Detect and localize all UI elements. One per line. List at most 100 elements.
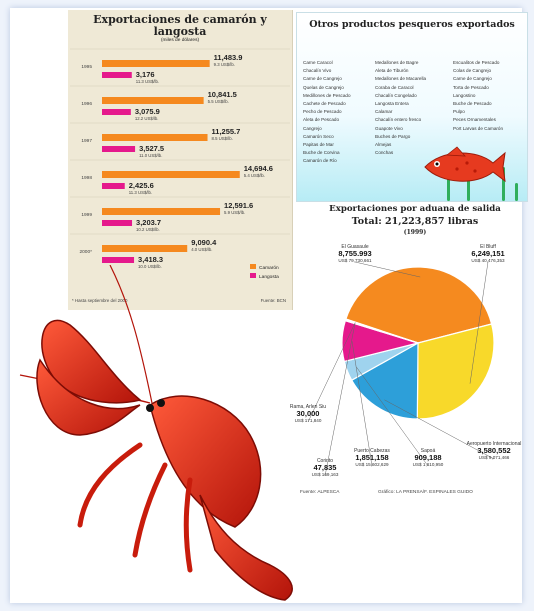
pie-slice-usd: US$ 40,476,353	[471, 258, 505, 263]
bar-value-langosta: 3,176	[136, 70, 155, 79]
bar-chart-title: Exportaciones de camarón y langosta	[93, 13, 267, 38]
pie-leader-line	[469, 261, 489, 384]
bar-value-camaron: 11,255.7	[212, 127, 241, 136]
bar-unit-langosta: 10.2 US$/lb.	[136, 227, 160, 232]
product-item: Guapote Vivo	[375, 125, 403, 131]
product-item: Carne de Cangrejo	[453, 76, 492, 82]
bar-langosta	[102, 220, 133, 226]
other-products-panel: Otros productos pesqueros exportados Car…	[296, 12, 528, 202]
pie-slice-name: El Bluff	[480, 244, 496, 250]
bar-langosta	[102, 257, 135, 263]
pie-slice	[416, 323, 495, 420]
pie-chart-title: Exportaciones por aduana de salida	[329, 204, 501, 214]
pie-slice-name: Puerto Cabezas	[354, 448, 390, 454]
bar-camaron	[102, 134, 208, 141]
products-column-1: Carne Caracol Chacalín Vivo Carne de Cangr…	[303, 59, 351, 166]
product-item: Langostino	[453, 92, 476, 98]
other-products-title: Otros productos pesqueros exportados	[309, 19, 515, 30]
product-item: Quelas de Cangrejo	[303, 84, 344, 90]
product-item: Pecho de Pescado	[303, 109, 342, 115]
pie-slice-value: 30,000	[297, 409, 320, 418]
year-label: 1996	[81, 101, 92, 107]
bar-camaron	[102, 60, 210, 67]
seaweed-decoration	[467, 179, 470, 201]
pie-slice-usd: US$ 79,730,661	[338, 258, 372, 263]
pie-slice-usd: US$ 169,163	[312, 472, 339, 477]
bar-chart-subtitle: (miles de dólares)	[160, 38, 200, 43]
pie-slice-value: 1,851,158	[355, 453, 388, 462]
pie-slice	[345, 266, 493, 344]
bar-value-langosta: 3,075.9	[135, 107, 160, 116]
year-label: 2000*	[79, 249, 92, 255]
pie-slice-value: 3,580,552	[477, 446, 510, 455]
bar-langosta	[102, 146, 136, 152]
product-item: Papitas de Mar	[303, 142, 334, 148]
pie-slice-value: 47,835	[314, 463, 337, 472]
pie-slice	[344, 318, 419, 344]
bar-unit-langosta: 11.3 US$/lb.	[136, 79, 159, 84]
bar-value-langosta: 2,425.6	[129, 181, 154, 190]
bar-unit-camaron: 9.3 US$/lb.	[214, 62, 235, 67]
product-item: Calamar	[375, 109, 393, 115]
bar-unit-langosta: 10.0 US$/lb.	[138, 264, 162, 269]
products-column-2: Medallones de Bagre Aleta de Tiburón Medal…	[375, 59, 426, 157]
product-item: Escualitos de Pescado	[453, 60, 500, 65]
pie-slice	[350, 341, 419, 420]
pie-slice-name: Aeropuerto Internacional	[467, 441, 522, 447]
pie-slice-usd: US$ 171,840	[295, 418, 322, 423]
product-item: Medallones de Bagre	[375, 60, 419, 65]
lobster-icon	[19, 265, 293, 601]
pie-year-label: (1999)	[403, 229, 427, 236]
legend-swatch	[250, 264, 256, 269]
pie-slice-usd: US$ 9,071,466	[479, 455, 510, 460]
bar-value-camaron: 9,090.4	[191, 238, 217, 247]
bar-unit-camaron: 8.5 US$/lb.	[212, 136, 233, 141]
pie-slice-usd: US$ 1,610,950	[413, 462, 444, 467]
product-item: Chacalín Vivo	[303, 68, 332, 74]
pie-leader-line	[324, 323, 356, 477]
pie-slice-usd: US$ 15,602,629	[355, 462, 389, 467]
bar-unit-camaron: 4.0 US$/lb.	[191, 247, 212, 252]
pie-leader-line	[351, 341, 373, 467]
pie-slice-name: El Guasaule	[341, 244, 368, 250]
year-label: 1998	[81, 175, 92, 181]
bar-source: Fuente: BCN	[261, 298, 286, 303]
product-item: Medallones de Macarella	[375, 76, 427, 82]
bar-camaron	[102, 171, 240, 178]
product-item: Chacalín Congelado	[375, 92, 417, 98]
product-item: Buche de Pescado	[453, 101, 492, 107]
bar-value-langosta: 3,527.5	[139, 144, 164, 153]
product-item: Camarón Seco	[303, 133, 334, 139]
bar-unit-camaron: 5.5 US$/lb.	[208, 99, 229, 104]
pie-leader-line	[354, 261, 421, 278]
legend-swatch	[250, 273, 256, 278]
bar-camaron	[102, 97, 204, 104]
product-item: Camarón de Río	[303, 158, 337, 164]
year-label: 1997	[81, 138, 92, 144]
product-item: Pulpo	[453, 109, 465, 115]
product-item: Chacalín entero fresco	[375, 117, 422, 123]
product-item: Cangrejo	[303, 125, 322, 131]
bar-unit-langosta: 12.2 US$/lb.	[135, 116, 159, 121]
bar-unit-langosta: 11.3 US$/lb.	[129, 190, 152, 195]
pie-leader-line	[356, 367, 429, 467]
bar-value-camaron: 12,591.6	[224, 201, 253, 210]
bar-chart-panel: Exportaciones de camarón y langosta (mil…	[68, 10, 293, 310]
year-label: 1995	[81, 64, 92, 70]
bar-value-langosta: 3,418.3	[138, 255, 163, 264]
product-item: Cachete de Pescado	[303, 101, 346, 107]
bar-value-camaron: 11,483.9	[214, 53, 243, 62]
product-item: Coraba de Caracol	[375, 84, 414, 90]
bar-unit-langosta: 11.0 US$/lb.	[139, 153, 162, 158]
pie-slice-value: 6,249,151	[471, 249, 504, 258]
year-label: 1999	[81, 212, 92, 218]
product-item: Carne de Cangrejo	[303, 76, 342, 82]
product-item: Colas de Cangrejo	[453, 68, 492, 74]
bar-unit-camaron: 5.9 US$/lb.	[224, 210, 245, 215]
product-item: Medillones de Pescado	[303, 92, 351, 98]
product-item: Aleta de Pescado	[303, 117, 340, 123]
bar-unit-camaron: 5.4 US$/lb.	[244, 173, 265, 178]
products-column-3: Escualitos de Pescado Colas de Cangrejo Ca…	[453, 59, 503, 133]
